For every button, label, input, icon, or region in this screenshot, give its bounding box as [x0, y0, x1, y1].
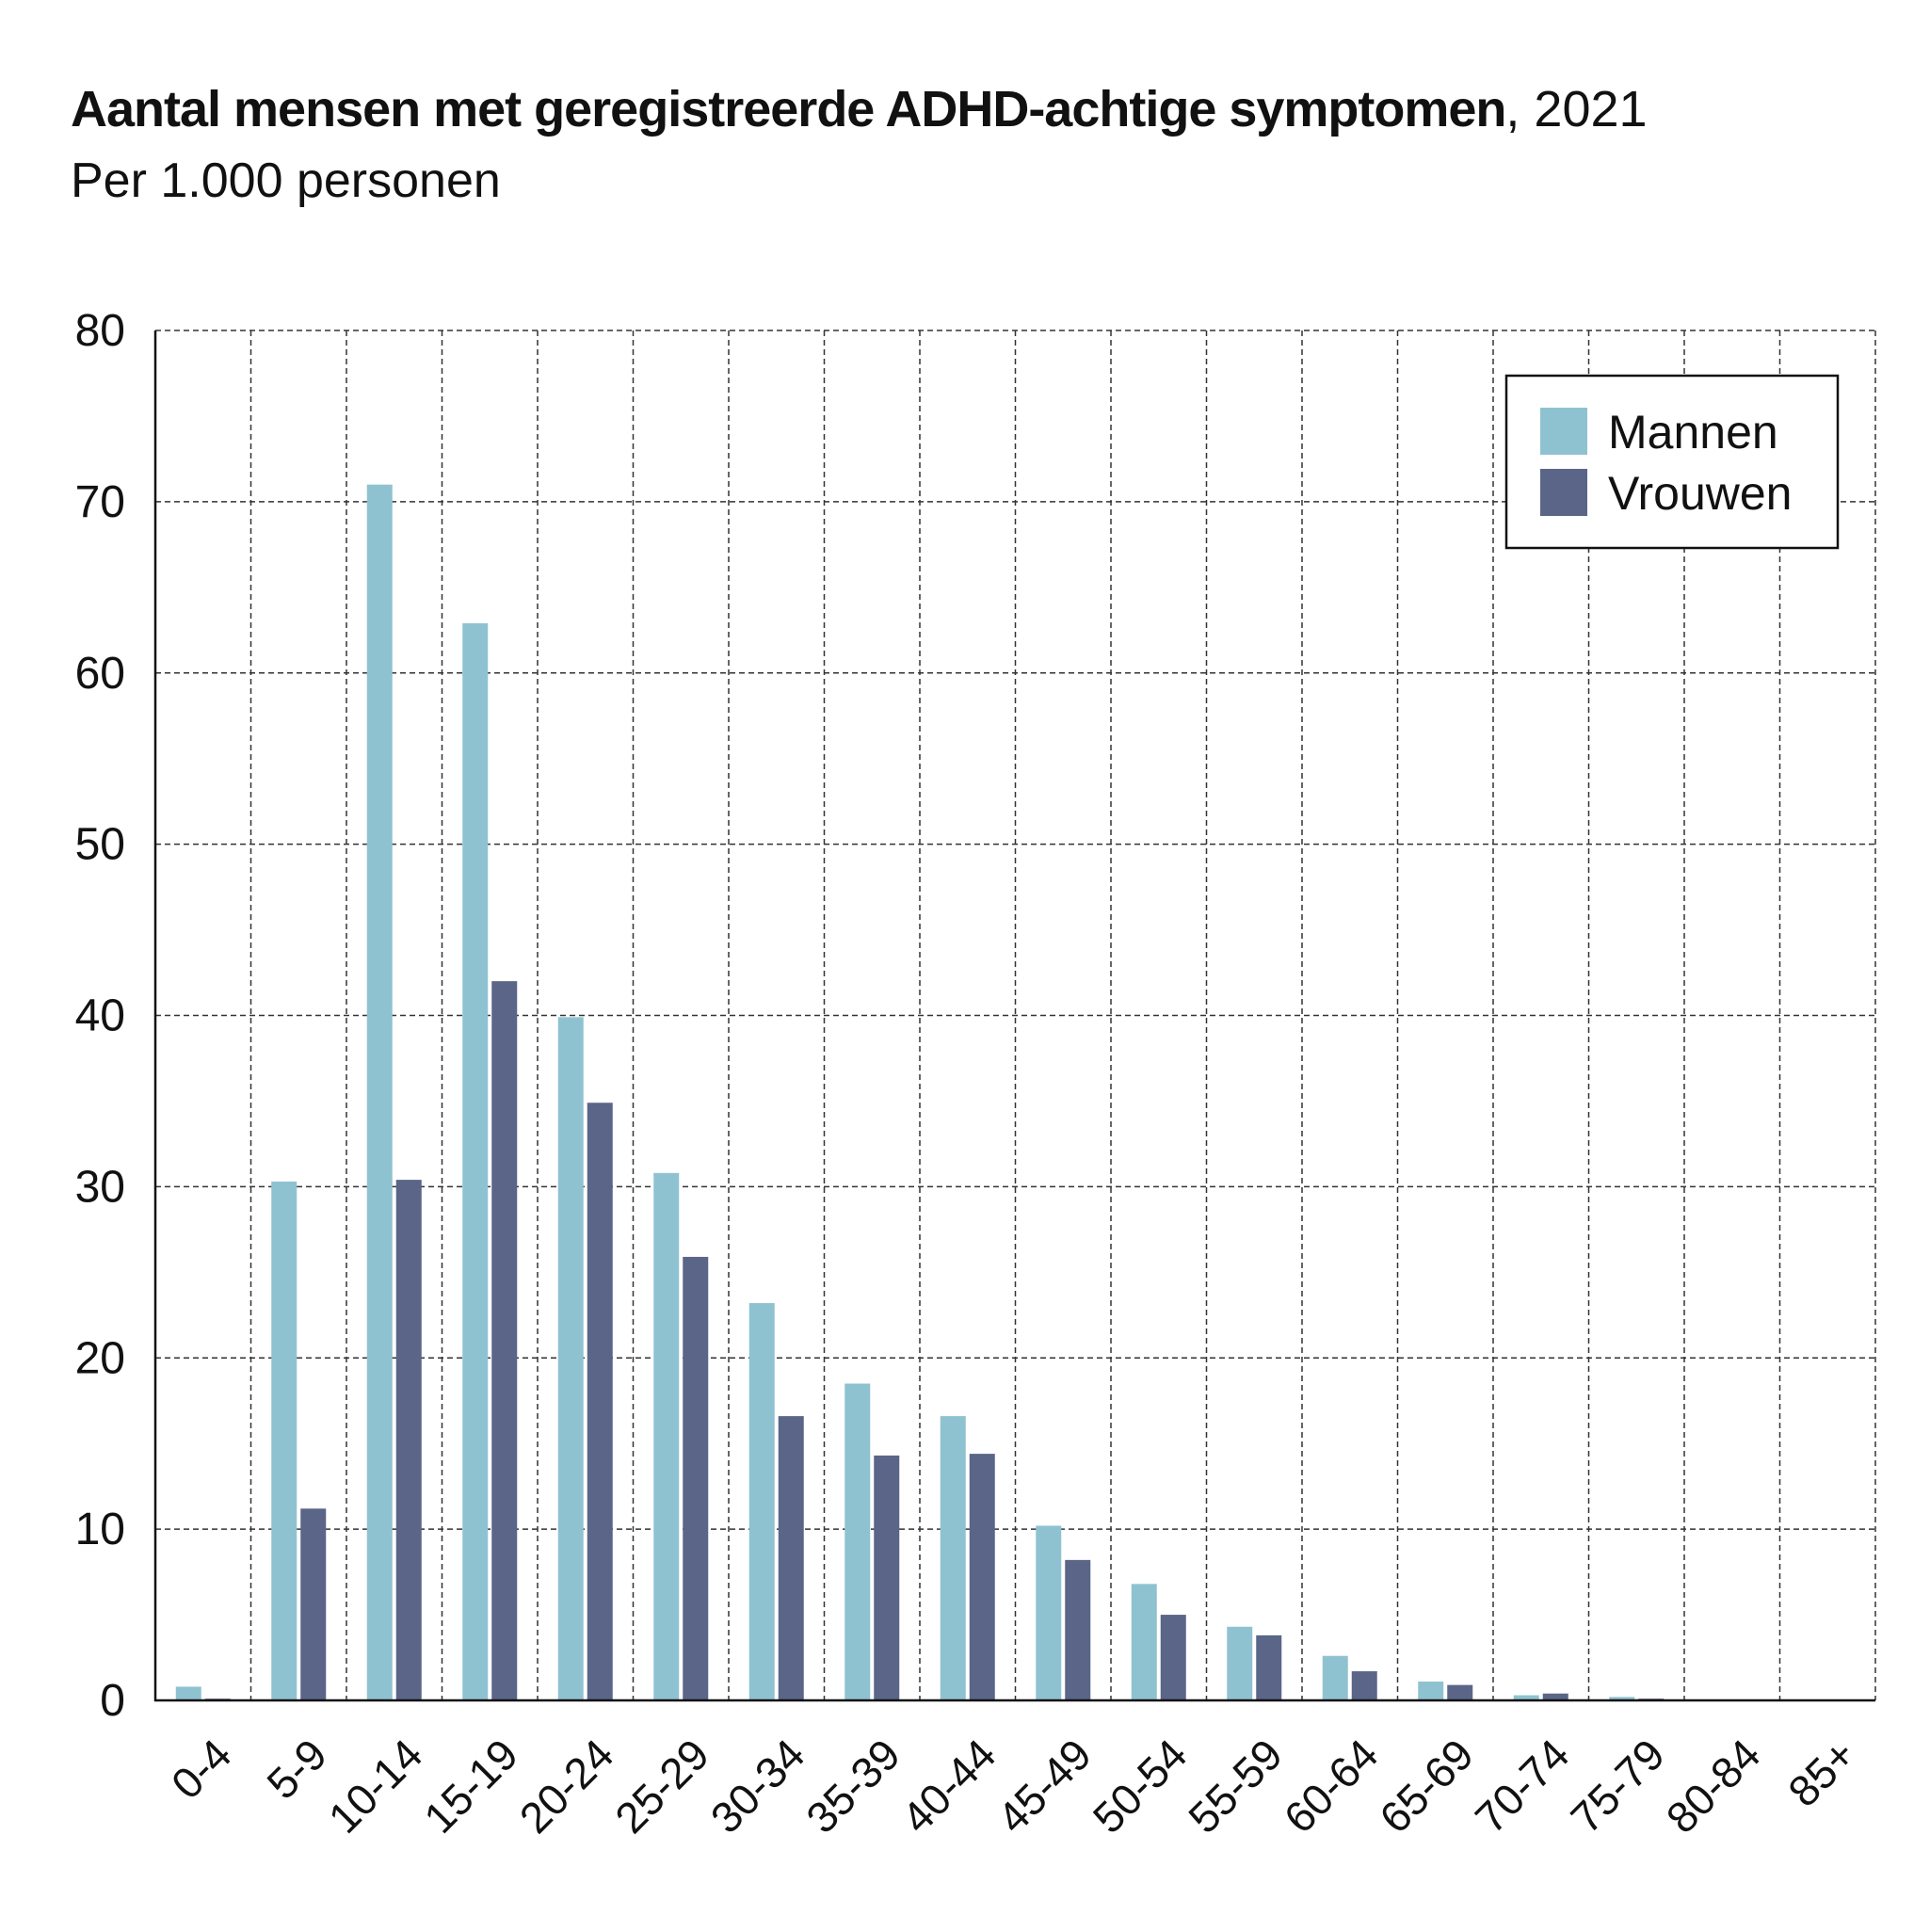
bar-vrouwen-20-24: [587, 1103, 613, 1700]
x-tick-label-20-24: 20-24: [510, 1730, 623, 1843]
x-tick-label-40-44: 40-44: [893, 1730, 1005, 1843]
y-tick-label-50: 50: [75, 820, 125, 870]
bar-vrouwen-30-34: [778, 1416, 804, 1700]
chart-title: Aantal mensen met geregistreerde ADHD-ac…: [71, 79, 1648, 139]
chart-subtitle: Per 1.000 personen: [71, 153, 501, 208]
bar-mannen-15-19: [462, 623, 489, 1700]
x-tick-labels: 0-4 5-910-1415-1920-2425-2930-3435-3940-4…: [162, 1730, 1865, 1843]
bar-mannen-70-74: [1513, 1695, 1539, 1700]
y-tick-label-40: 40: [75, 991, 125, 1041]
x-tick-label-15-19: 15-19: [414, 1730, 527, 1843]
y-tick-label-30: 30: [75, 1162, 125, 1212]
grid-lines: [155, 330, 1876, 1700]
bar-mannen-35-39: [844, 1383, 871, 1700]
x-tick-label-10-14: 10-14: [319, 1730, 432, 1843]
x-tick-label-80-84: 80-84: [1657, 1730, 1770, 1843]
bars: [175, 484, 1665, 1700]
bar-vrouwen-70-74: [1542, 1693, 1568, 1700]
x-tick-label-55-59: 55-59: [1179, 1730, 1292, 1843]
bar-vrouwen-35-39: [874, 1455, 900, 1700]
bar-mannen-60-64: [1322, 1655, 1348, 1700]
bar-mannen-75-79: [1609, 1697, 1635, 1700]
x-tick-label-85+: 85+: [1778, 1730, 1865, 1816]
x-tick-label-0-4: 0-4: [162, 1730, 241, 1809]
bar-mannen-65-69: [1418, 1681, 1444, 1700]
bar-vrouwen-50-54: [1160, 1615, 1186, 1700]
x-tick-label-65-69: 65-69: [1370, 1730, 1483, 1843]
legend-label-mannen: Mannen: [1608, 406, 1778, 459]
x-tick-label-60-64: 60-64: [1275, 1730, 1388, 1843]
x-tick-label-45-49: 45-49: [988, 1730, 1101, 1843]
bar-mannen-20-24: [557, 1017, 584, 1700]
chart-title-main: Aantal mensen met geregistreerde ADHD-ac…: [71, 81, 1506, 137]
bar-mannen-50-54: [1131, 1584, 1157, 1700]
legend-box: [1504, 374, 1840, 550]
bar-mannen-5-9: [271, 1181, 298, 1700]
bar-vrouwen-5-9: [300, 1508, 327, 1700]
x-tick-label-75-79: 75-79: [1561, 1730, 1674, 1843]
chart-title-year: , 2021: [1505, 81, 1648, 137]
y-tick-label-10: 10: [75, 1505, 125, 1554]
bar-vrouwen-60-64: [1351, 1671, 1377, 1700]
y-tick-label-20: 20: [75, 1333, 125, 1383]
legend: Mannen Vrouwen: [1504, 374, 1840, 550]
x-tick-label-70-74: 70-74: [1466, 1730, 1579, 1843]
y-tick-label-70: 70: [75, 477, 125, 527]
bar-mannen-45-49: [1036, 1525, 1062, 1700]
bar-mannen-30-34: [748, 1303, 775, 1700]
axes: [153, 330, 1875, 1702]
title-block: Aantal mensen met geregistreerde ADHD-ac…: [71, 79, 1648, 211]
bar-vrouwen-40-44: [969, 1454, 995, 1700]
bar-mannen-0-4: [175, 1686, 201, 1700]
bar-mannen-40-44: [940, 1416, 966, 1700]
x-tick-label-35-39: 35-39: [796, 1730, 909, 1843]
bar-mannen-55-59: [1227, 1626, 1253, 1700]
bar-vrouwen-15-19: [491, 981, 518, 1700]
legend-swatch-mannen: [1540, 408, 1587, 455]
x-tick-label-25-29: 25-29: [605, 1730, 718, 1843]
x-tick-label-50-54: 50-54: [1084, 1730, 1197, 1843]
y-tick-label-60: 60: [75, 649, 125, 699]
legend-label-vrouwen: Vrouwen: [1608, 467, 1792, 520]
y-tick-label-80: 80: [75, 306, 125, 356]
bar-vrouwen-55-59: [1256, 1634, 1282, 1700]
y-tick-labels: 0 10 20 30 40 50 60 70 80: [75, 306, 125, 1726]
bar-vrouwen-65-69: [1447, 1684, 1473, 1700]
bar-vrouwen-25-29: [683, 1256, 709, 1700]
bar-vrouwen-45-49: [1065, 1559, 1091, 1700]
y-tick-label-0: 0: [100, 1676, 125, 1726]
bar-mannen-10-14: [366, 484, 393, 1700]
x-tick-label-5-9: 5-9: [257, 1730, 336, 1809]
bar-mannen-25-29: [653, 1172, 680, 1700]
bar-vrouwen-10-14: [395, 1180, 422, 1700]
x-tick-label-30-34: 30-34: [701, 1730, 814, 1843]
legend-swatch-vrouwen: [1540, 469, 1587, 516]
